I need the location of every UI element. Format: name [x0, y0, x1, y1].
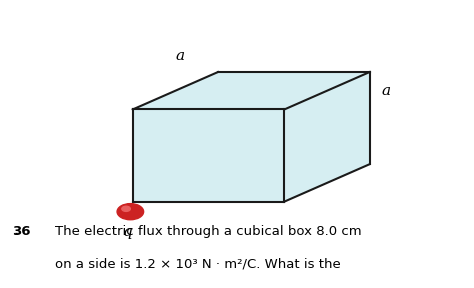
Text: The electric flux through a cubical box 8.0 cm: The electric flux through a cubical box … [55, 225, 361, 238]
Circle shape [117, 204, 144, 220]
Text: on a side is 1.2 × 10³ N · m²/C. What is the: on a side is 1.2 × 10³ N · m²/C. What is… [55, 258, 340, 271]
Polygon shape [133, 72, 370, 109]
Text: q: q [123, 225, 133, 239]
Text: a: a [382, 84, 391, 98]
Text: a: a [175, 49, 185, 63]
Text: 36: 36 [12, 225, 30, 238]
Text: .: . [13, 225, 18, 238]
Polygon shape [284, 72, 370, 202]
Polygon shape [133, 109, 284, 202]
Circle shape [122, 206, 130, 211]
